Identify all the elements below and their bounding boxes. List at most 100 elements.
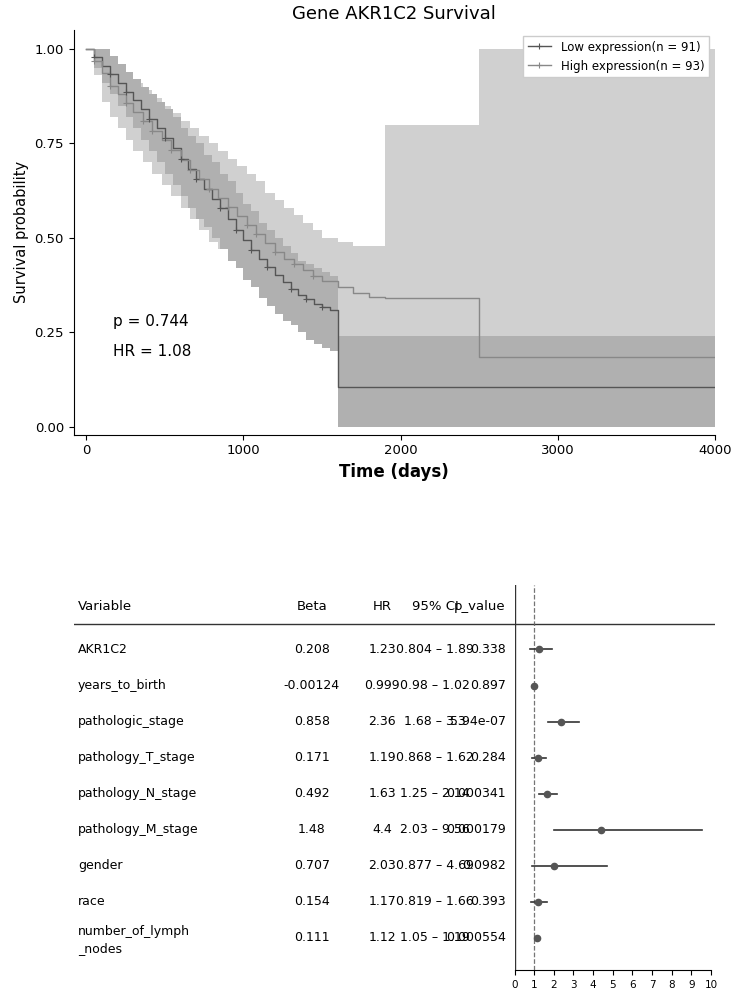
High expression(n = 93) xyxy=(113,88,122,100)
Low expression(n = 91) xyxy=(341,381,350,393)
Low expression(n = 91) xyxy=(121,86,130,98)
Low expression(n = 91) xyxy=(349,381,358,393)
Text: 0.171: 0.171 xyxy=(294,751,329,764)
Line: Low expression(n = 91): Low expression(n = 91) xyxy=(86,49,715,387)
Low expression(n = 91) xyxy=(357,381,366,393)
High expression(n = 93) xyxy=(167,144,175,156)
Low expression(n = 91) xyxy=(279,276,287,288)
Text: HR: HR xyxy=(373,600,392,613)
High expression(n = 93) xyxy=(242,219,251,231)
Low expression(n = 91) xyxy=(710,381,719,393)
Text: 0.338: 0.338 xyxy=(470,643,506,656)
Text: 0.284: 0.284 xyxy=(470,751,506,764)
Low expression(n = 91) xyxy=(270,269,279,281)
High expression(n = 93) xyxy=(380,292,389,304)
Text: pathology_T_stage: pathology_T_stage xyxy=(78,751,196,764)
Text: 0.877 – 4.69: 0.877 – 4.69 xyxy=(397,859,474,872)
High expression(n = 93) xyxy=(214,192,223,204)
High expression(n = 93) xyxy=(148,125,157,137)
Text: 0.819 – 1.66: 0.819 – 1.66 xyxy=(397,895,474,908)
Text: pathology_M_stage: pathology_M_stage xyxy=(78,823,199,836)
Text: 0.000341: 0.000341 xyxy=(446,787,506,800)
Low expression(n = 91) xyxy=(82,43,91,55)
Text: 1.63: 1.63 xyxy=(368,787,396,800)
Low expression(n = 91) xyxy=(310,298,318,310)
Text: 0.897: 0.897 xyxy=(469,679,506,692)
Text: _nodes: _nodes xyxy=(78,942,122,955)
Text: 1.17: 1.17 xyxy=(368,895,397,908)
High expression(n = 93) xyxy=(648,351,657,363)
Text: 1.12: 1.12 xyxy=(368,931,396,944)
Line: High expression(n = 93): High expression(n = 93) xyxy=(86,49,715,357)
High expression(n = 93) xyxy=(233,210,242,222)
X-axis label: Time (days): Time (days) xyxy=(340,463,449,481)
High expression(n = 93) xyxy=(223,201,232,213)
Low expression(n = 91) xyxy=(129,94,138,106)
Text: 0.858: 0.858 xyxy=(294,715,329,728)
Text: pathologic_stage: pathologic_stage xyxy=(78,715,185,728)
Low expression(n = 91) xyxy=(153,122,161,134)
Low expression(n = 91) xyxy=(105,68,114,80)
Low expression(n = 91) xyxy=(318,301,326,313)
High expression(n = 93) xyxy=(157,134,166,146)
Text: 0.111: 0.111 xyxy=(294,931,329,944)
Text: 2.03 – 9.56: 2.03 – 9.56 xyxy=(400,823,470,836)
Text: 2.36: 2.36 xyxy=(368,715,396,728)
Low expression(n = 91) xyxy=(208,193,217,205)
Text: 0.0982: 0.0982 xyxy=(462,859,506,872)
Text: gender: gender xyxy=(78,859,122,872)
Low expression(n = 91) xyxy=(294,289,303,301)
Low expression(n = 91) xyxy=(184,163,193,175)
Text: number_of_lymph: number_of_lymph xyxy=(78,925,190,938)
Low expression(n = 91) xyxy=(286,283,295,295)
Low expression(n = 91) xyxy=(302,293,311,305)
High expression(n = 93) xyxy=(97,67,106,79)
Text: 0.208: 0.208 xyxy=(294,643,329,656)
Text: AKR1C2: AKR1C2 xyxy=(78,643,128,656)
High expression(n = 93) xyxy=(365,291,374,303)
Text: 4.4: 4.4 xyxy=(372,823,392,836)
Text: 0.98 – 1.02: 0.98 – 1.02 xyxy=(400,679,470,692)
Text: HR = 1.08: HR = 1.08 xyxy=(113,344,192,359)
Text: 0.492: 0.492 xyxy=(294,787,329,800)
Low expression(n = 91) xyxy=(137,103,146,115)
Text: 0.999: 0.999 xyxy=(365,679,400,692)
Low expression(n = 91) xyxy=(365,381,374,393)
High expression(n = 93) xyxy=(290,258,298,270)
Low expression(n = 91) xyxy=(144,113,153,125)
High expression(n = 93) xyxy=(412,292,421,304)
High expression(n = 93) xyxy=(121,97,130,109)
Text: 0.868 – 1.62: 0.868 – 1.62 xyxy=(397,751,474,764)
Low expression(n = 91) xyxy=(161,132,170,144)
Low expression(n = 91) xyxy=(239,234,248,246)
Text: p = 0.744: p = 0.744 xyxy=(113,314,189,329)
Text: 0.000179: 0.000179 xyxy=(446,823,506,836)
Text: 0.707: 0.707 xyxy=(294,859,329,872)
Title: Gene AKR1C2 Survival: Gene AKR1C2 Survival xyxy=(293,5,496,23)
High expression(n = 93) xyxy=(251,228,260,240)
Text: 0.393: 0.393 xyxy=(470,895,506,908)
Y-axis label: Survival probability: Survival probability xyxy=(14,161,29,303)
High expression(n = 93) xyxy=(90,55,99,67)
High expression(n = 93) xyxy=(105,80,114,92)
Low expression(n = 91) xyxy=(262,261,271,273)
High expression(n = 93) xyxy=(82,43,91,55)
High expression(n = 93) xyxy=(129,106,138,118)
Text: Variable: Variable xyxy=(78,600,132,613)
Text: race: race xyxy=(78,895,105,908)
Low expression(n = 91) xyxy=(176,153,185,165)
High expression(n = 93) xyxy=(195,173,204,185)
High expression(n = 93) xyxy=(186,164,195,176)
Low expression(n = 91) xyxy=(333,381,342,393)
High expression(n = 93) xyxy=(270,246,279,258)
Text: 0.154: 0.154 xyxy=(294,895,329,908)
Text: 1.48: 1.48 xyxy=(298,823,326,836)
Low expression(n = 91) xyxy=(231,224,240,236)
High expression(n = 93) xyxy=(475,351,483,363)
High expression(n = 93) xyxy=(204,183,213,195)
Text: 0.000554: 0.000554 xyxy=(446,931,506,944)
Text: 1.68 – 3.3: 1.68 – 3.3 xyxy=(405,715,466,728)
Legend: Low expression(n = 91), High expression(n = 93): Low expression(n = 91), High expression(… xyxy=(523,36,709,77)
Text: 1.05 – 1.19: 1.05 – 1.19 xyxy=(400,931,470,944)
High expression(n = 93) xyxy=(308,270,317,282)
